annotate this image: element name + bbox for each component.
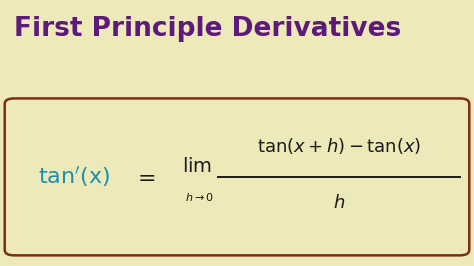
- Text: $\mathsf{tan'(x)}$: $\mathsf{tan'(x)}$: [38, 165, 110, 189]
- Text: $=$: $=$: [133, 167, 156, 187]
- FancyBboxPatch shape: [5, 98, 469, 255]
- Text: $\tan(x + h) - \tan(x)$: $\tan(x + h) - \tan(x)$: [257, 136, 421, 156]
- Text: $\lim$: $\lim$: [182, 157, 212, 176]
- Text: $h$: $h$: [333, 194, 345, 213]
- Text: First Principle Derivatives: First Principle Derivatives: [14, 16, 401, 42]
- Text: $h{\rightarrow}0$: $h{\rightarrow}0$: [185, 191, 214, 203]
